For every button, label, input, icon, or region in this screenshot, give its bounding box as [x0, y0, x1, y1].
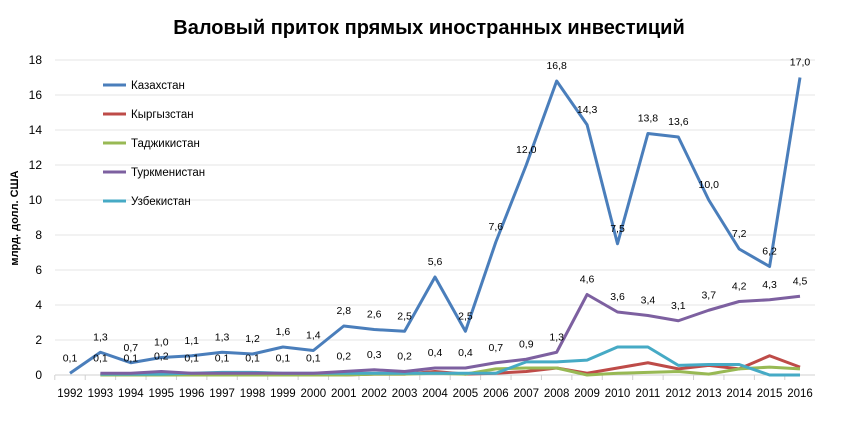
data-label: 0,7 — [489, 342, 504, 354]
data-label: 14,3 — [577, 104, 598, 116]
x-tick-label: 2005 — [453, 388, 479, 400]
series-line-4 — [100, 345, 800, 377]
y-tick-label: 18 — [29, 53, 43, 67]
x-tick-label: 2010 — [605, 388, 631, 400]
legend-label: Туркменистан — [131, 167, 205, 179]
data-label: 0,1 — [93, 352, 108, 364]
data-label: 0,1 — [184, 352, 199, 364]
x-tick-label: 2006 — [483, 388, 509, 400]
data-label: 16,8 — [546, 60, 567, 72]
data-label: 1,4 — [306, 330, 321, 342]
data-label: 1,2 — [245, 333, 260, 345]
data-label: 1,0 — [154, 337, 169, 349]
data-label: 4,5 — [793, 275, 808, 287]
y-tick-label: 16 — [29, 88, 43, 102]
data-label: 0,9 — [519, 338, 534, 350]
x-tick-label: 2012 — [666, 388, 692, 400]
data-label: 0,1 — [306, 352, 321, 364]
x-tick-label: 2011 — [636, 388, 661, 400]
data-label: 17,0 — [790, 57, 811, 69]
x-tick-label: 2015 — [757, 388, 783, 400]
y-tick-label: 8 — [35, 228, 42, 242]
x-tick-label: 1995 — [148, 388, 174, 400]
data-label: 13,8 — [638, 113, 659, 125]
legend-label: Узбекистан — [131, 196, 191, 208]
data-label: 2,5 — [458, 310, 473, 322]
data-label: 5,6 — [428, 256, 443, 268]
y-tick-label: 14 — [29, 123, 43, 137]
data-label: 2,8 — [336, 305, 351, 317]
x-tick-label: 2008 — [544, 388, 570, 400]
series-line-3 — [100, 293, 801, 375]
y-tick-label: 0 — [35, 368, 42, 382]
data-label: 6,2 — [762, 246, 777, 258]
data-label: 2,6 — [367, 309, 382, 321]
x-tick-label: 2004 — [422, 388, 448, 400]
legend-label: Таджикистан — [131, 138, 200, 150]
data-label: 13,6 — [668, 116, 689, 128]
data-label: 4,3 — [762, 279, 777, 291]
x-tick-label: 1998 — [240, 388, 266, 400]
legend-label: Кыргызстан — [131, 109, 194, 121]
legend-label: Казахстан — [131, 80, 185, 92]
data-label: 3,6 — [610, 291, 625, 303]
data-label: 7,5 — [610, 223, 625, 235]
data-label: 1,1 — [184, 335, 199, 347]
data-label: 4,2 — [732, 281, 747, 293]
y-tick-label: 10 — [29, 193, 43, 207]
series-line-0 — [69, 77, 802, 375]
x-tick-label: 1996 — [179, 388, 205, 400]
x-tick-label: 2014 — [726, 388, 752, 400]
x-tick-label: 1993 — [88, 388, 114, 400]
data-label: 1,3 — [93, 331, 108, 343]
data-label: 0,1 — [63, 352, 78, 364]
data-label: 12,0 — [516, 144, 537, 156]
data-label: 0,4 — [428, 347, 443, 359]
y-tick-label: 12 — [29, 158, 43, 172]
data-label: 7,6 — [489, 221, 504, 233]
data-label: 7,2 — [732, 228, 747, 240]
data-label: 0,7 — [124, 342, 139, 354]
y-tick-label: 2 — [35, 333, 42, 347]
data-label: 0,2 — [397, 351, 412, 363]
y-tick-label: 4 — [35, 298, 42, 312]
x-tick-label: 2016 — [787, 388, 813, 400]
data-label: 3,4 — [641, 295, 656, 307]
x-tick-label: 2002 — [361, 388, 387, 400]
x-tick-label: 2013 — [696, 388, 722, 400]
x-tick-label: 2009 — [574, 388, 600, 400]
data-label: 3,1 — [671, 300, 686, 312]
data-label: 0,1 — [245, 352, 260, 364]
x-tick-label: 1992 — [57, 388, 83, 400]
y-tick-label: 6 — [35, 263, 42, 277]
x-tick-label: 2007 — [513, 388, 539, 400]
data-label: 1,3 — [549, 331, 564, 343]
data-label: 1,6 — [276, 326, 291, 338]
y-axis-label: млрд. долл. США — [9, 170, 21, 265]
x-tick-label: 1999 — [270, 388, 296, 400]
data-label: 0,3 — [367, 349, 382, 361]
data-label: 0,1 — [276, 352, 291, 364]
data-label: 3,7 — [701, 289, 716, 301]
x-tick-label: 2003 — [392, 388, 418, 400]
data-label: 0,1 — [124, 352, 139, 364]
x-tick-label: 2000 — [301, 388, 327, 400]
data-label: 0,2 — [154, 351, 169, 363]
x-tick-label: 1997 — [209, 388, 235, 400]
data-label: 4,6 — [580, 274, 595, 286]
data-label: 0,2 — [336, 351, 351, 363]
data-label: 2,5 — [397, 310, 412, 322]
data-label: 10,0 — [699, 179, 720, 191]
data-label: 0,4 — [458, 347, 473, 359]
data-label: 1,3 — [215, 331, 230, 343]
data-label: 0,1 — [215, 352, 230, 364]
chart-title: Валовый приток прямых иностранных инвест… — [173, 17, 684, 39]
x-tick-label: 1994 — [118, 388, 144, 400]
x-tick-label: 2001 — [331, 388, 357, 400]
